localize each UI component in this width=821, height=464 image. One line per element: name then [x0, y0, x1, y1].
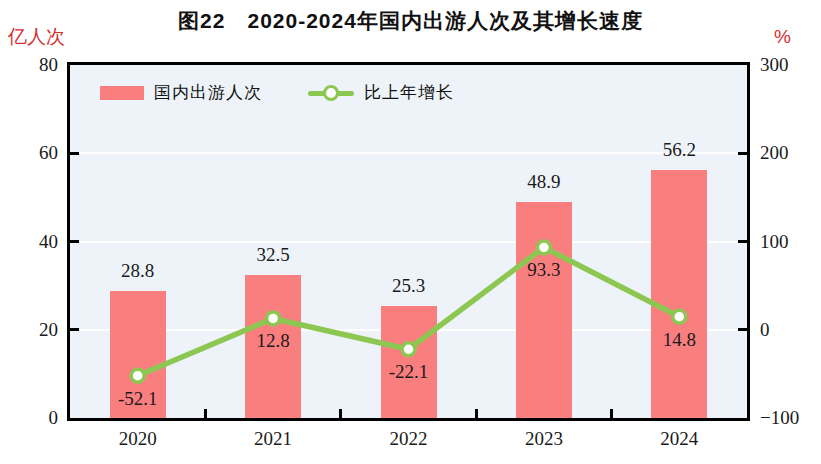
x-axis-tick-mark	[475, 409, 478, 418]
x-axis-tick-label: 2021	[254, 428, 292, 450]
chart-figure: 图22 2020-2024年国内出游人次及其增长速度 亿人次 % 28.8 32.…	[0, 0, 821, 464]
legend-line-label: 比上年增长	[364, 81, 454, 104]
left-axis-tick-label: 20	[6, 319, 58, 341]
bar-value-label: 25.3	[392, 275, 425, 297]
x-axis-tick-mark	[610, 409, 613, 418]
chart-title: 图22 2020-2024年国内出游人次及其增长速度	[0, 7, 821, 35]
line-value-label: 93.3	[527, 259, 560, 281]
x-axis-tick-mark	[339, 409, 342, 418]
legend-line-marker-icon	[323, 85, 339, 101]
line-value-label: -22.1	[389, 361, 429, 383]
right-axis-tick-label: 300	[760, 54, 789, 76]
line-point-2023	[537, 241, 550, 254]
x-axis-tick-label: 2020	[119, 428, 157, 450]
bar-value-label: 28.8	[121, 260, 154, 282]
plot-area: 28.8 32.5 25.3 48.9 56.2 -52.1 12.8 -22.1 93.3 14…	[67, 62, 750, 421]
x-axis-tick-mark	[204, 409, 207, 418]
right-axis-tick-label: 200	[760, 142, 789, 164]
legend-bar-label: 国内出游人次	[154, 81, 262, 104]
right-axis-tick-mark	[738, 152, 747, 155]
left-axis-tick-label: 0	[6, 407, 58, 429]
right-axis-tick-label: −100	[760, 407, 799, 429]
bar-value-label: 32.5	[256, 244, 289, 266]
left-axis-tick-mark	[70, 152, 79, 155]
right-axis-unit-label: %	[774, 26, 791, 48]
right-axis-tick-mark	[738, 328, 747, 331]
right-axis-tick-mark	[738, 240, 747, 243]
line-point-2021	[267, 312, 280, 325]
line-point-2020	[131, 369, 144, 382]
x-axis-tick-label: 2023	[525, 428, 563, 450]
bar-value-label: 56.2	[663, 139, 696, 161]
right-axis-tick-label: 100	[760, 231, 789, 253]
legend: 国内出游人次 比上年增长	[100, 81, 454, 104]
line-value-label: 14.8	[663, 329, 696, 351]
x-axis-tick-label: 2022	[390, 428, 428, 450]
legend-line-swatch	[308, 85, 354, 101]
right-axis-tick-label: 0	[760, 319, 770, 341]
line-point-2022	[402, 343, 415, 356]
bar-value-label: 48.9	[527, 171, 560, 193]
left-axis-tick-mark	[70, 328, 79, 331]
left-axis-tick-mark	[70, 240, 79, 243]
x-axis-tick-label: 2024	[660, 428, 698, 450]
line-point-2024	[673, 310, 686, 323]
left-axis-tick-label: 40	[6, 231, 58, 253]
left-axis-unit-label: 亿人次	[8, 24, 65, 50]
line-value-label: -52.1	[118, 388, 158, 410]
left-axis-tick-label: 80	[6, 54, 58, 76]
left-axis-tick-label: 60	[6, 142, 58, 164]
legend-bar-swatch	[100, 86, 144, 100]
line-value-label: 12.8	[256, 330, 289, 352]
